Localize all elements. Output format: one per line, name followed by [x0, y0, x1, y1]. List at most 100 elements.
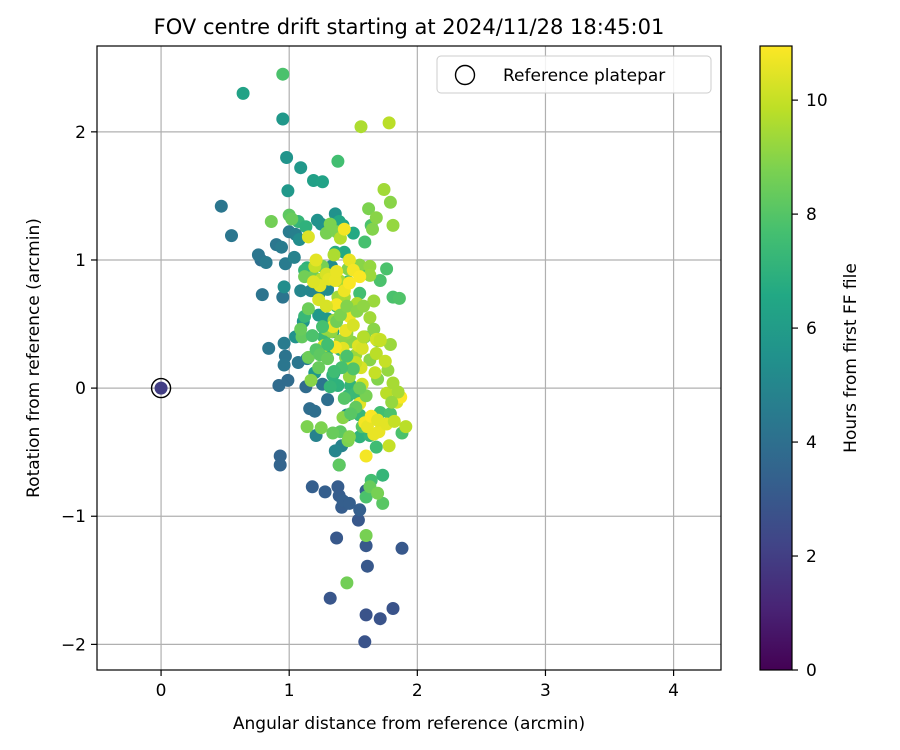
- colorbar-tick-label: 4: [806, 433, 817, 453]
- data-point: [330, 298, 344, 312]
- data-point: [314, 421, 328, 435]
- y-axis-label: Rotation from reference (arcmin): [24, 218, 44, 498]
- colorbar-tick-label: 8: [806, 205, 817, 225]
- chart-title: FOV centre drift starting at 2024/11/28 …: [154, 15, 665, 39]
- data-point: [373, 274, 387, 287]
- data-point: [285, 212, 299, 226]
- colorbar-tick-label: 2: [806, 547, 817, 567]
- data-point: [353, 430, 367, 444]
- reference-point-ring: [150, 377, 172, 399]
- data-point: [276, 67, 290, 81]
- data-point: [362, 202, 376, 216]
- data-point: [386, 376, 400, 390]
- data-point: [255, 288, 269, 302]
- x-axis-ticks: 0 1 2 3 4: [156, 670, 679, 701]
- colorbar-label: Hours from first FF file: [841, 263, 861, 453]
- data-point: [225, 229, 238, 243]
- data-point: [312, 293, 326, 307]
- y-tick-label: −1: [61, 507, 86, 527]
- data-point: [399, 420, 413, 434]
- data-point: [360, 559, 374, 573]
- data-point: [395, 541, 409, 555]
- data-point: [378, 354, 392, 368]
- x-tick-label: 3: [540, 681, 551, 701]
- data-point: [281, 184, 295, 198]
- data-point: [367, 322, 381, 336]
- data-points: [150, 67, 413, 649]
- data-point: [344, 407, 358, 421]
- data-point: [353, 503, 367, 517]
- data-point: [276, 290, 290, 304]
- data-point: [337, 391, 351, 405]
- data-point: [305, 480, 319, 494]
- data-point: [312, 361, 326, 375]
- data-point: [363, 268, 377, 282]
- data-point: [342, 430, 356, 444]
- data-point: [358, 235, 372, 249]
- colorbar-tick-label: 0: [806, 661, 817, 681]
- data-point: [323, 217, 337, 231]
- data-point: [357, 299, 370, 313]
- data-point: [308, 404, 322, 418]
- data-point: [353, 270, 367, 284]
- data-point: [287, 250, 301, 264]
- data-point: [294, 161, 308, 175]
- data-point: [342, 253, 356, 267]
- colorbar-tick-label: 6: [806, 319, 817, 339]
- colorbar-tick-label: 10: [806, 91, 828, 111]
- data-point: [342, 276, 356, 290]
- data-point: [369, 440, 383, 454]
- data-point: [301, 302, 315, 316]
- data-point: [366, 222, 379, 236]
- colorbar-ticks: 0 2 4 6 8 10: [792, 91, 828, 681]
- data-point: [330, 531, 344, 545]
- data-point: [359, 539, 373, 553]
- data-point: [371, 413, 385, 427]
- colorbar: [759, 45, 793, 671]
- data-point: [369, 347, 383, 360]
- data-point: [363, 259, 377, 273]
- data-point: [294, 284, 308, 298]
- data-point: [262, 341, 276, 355]
- x-tick-label: 0: [156, 681, 167, 701]
- x-axis-label: Angular distance from reference (arcmin): [233, 714, 585, 734]
- data-point: [276, 112, 290, 126]
- data-point: [326, 426, 340, 440]
- data-point: [382, 116, 396, 130]
- data-point: [357, 330, 370, 344]
- data-point: [337, 222, 351, 236]
- data-point: [392, 291, 406, 305]
- data-point: [383, 338, 397, 351]
- data-point: [367, 294, 381, 308]
- data-point: [340, 299, 354, 313]
- data-point: [386, 602, 400, 615]
- data-point: [351, 513, 365, 527]
- data-point: [321, 352, 335, 366]
- data-point: [277, 336, 291, 350]
- data-point: [327, 365, 341, 378]
- data-point: [323, 591, 337, 605]
- y-tick-label: −2: [61, 635, 86, 655]
- data-point: [236, 86, 250, 100]
- data-point: [332, 458, 346, 472]
- data-point: [330, 265, 344, 278]
- legend-marker-icon: [454, 64, 476, 86]
- data-point: [277, 358, 291, 372]
- data-point: [383, 195, 397, 209]
- data-point: [340, 349, 354, 363]
- data-point: [371, 486, 385, 500]
- data-point: [277, 280, 291, 294]
- data-point: [281, 373, 295, 387]
- y-tick-label: 2: [75, 123, 86, 143]
- data-point: [301, 230, 315, 244]
- x-tick-label: 1: [284, 681, 295, 701]
- data-point: [346, 318, 360, 332]
- data-point: [331, 154, 345, 168]
- data-point: [353, 286, 367, 300]
- data-point: [387, 414, 401, 428]
- data-point: [377, 183, 391, 196]
- data-point: [346, 362, 360, 376]
- data-point: [309, 253, 323, 267]
- data-point: [359, 490, 373, 504]
- data-point: [280, 151, 294, 164]
